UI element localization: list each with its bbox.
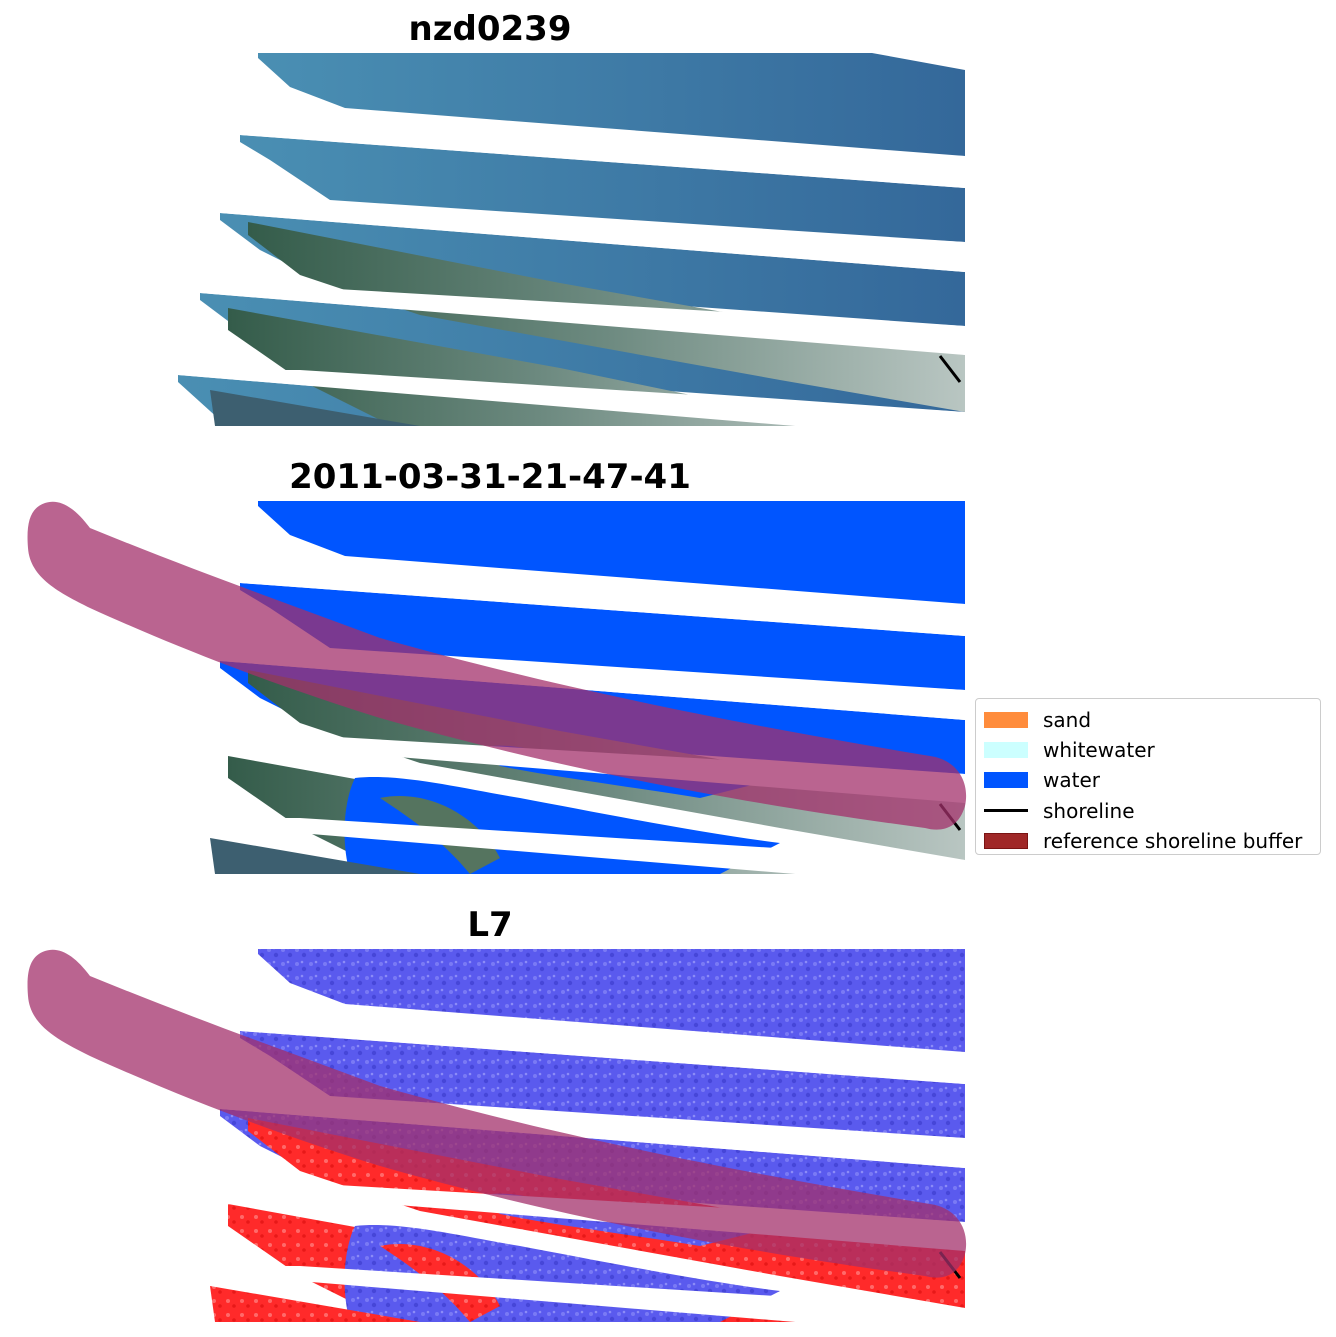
buffer-swatch [984,832,1028,849]
legend-label: shoreline [1043,798,1135,823]
legend-item-shoreline: shoreline [976,796,1320,826]
image-swath [258,53,965,156]
sand-swatch [984,712,1028,729]
legend-item-water: water [976,765,1320,795]
panel-title-image-name: nzd0239 [408,9,572,49]
index-water-area [258,949,965,1052]
image-swath [200,293,965,412]
shoreline [938,355,962,383]
index-water-area [240,1031,965,1138]
reference-shoreline-buffer [27,501,967,830]
panel-title-date: 2011-03-31-21-47-41 [289,457,691,497]
land-area [210,838,420,874]
image-swath [220,213,965,326]
index-image-panel [27,949,967,1326]
image-swath [240,135,965,242]
legend-item-buffer: reference shoreline buffer [976,826,1320,856]
panel-title-satellite: L7 [467,905,513,945]
legend: sand whitewater water shoreline referenc… [975,698,1321,855]
legend-label: water [1043,768,1100,793]
reference-shoreline-buffer [27,949,967,1278]
legend-label: whitewater [1043,738,1155,763]
water-swatch [984,772,1028,789]
shoreline-line-swatch [984,809,1028,813]
legend-item-whitewater: whitewater [976,735,1320,765]
legend-label: reference shoreline buffer [1043,828,1303,853]
water-class-area [240,583,965,690]
classified-image-panel [27,501,967,878]
land-area [210,390,420,426]
index-land-area [210,1286,420,1322]
legend-label: sand [1043,708,1092,733]
legend-item-sand: sand [976,705,1320,735]
whitewater-swatch [984,742,1028,759]
water-class-area [258,501,965,604]
rgb-image-panel [178,50,965,430]
